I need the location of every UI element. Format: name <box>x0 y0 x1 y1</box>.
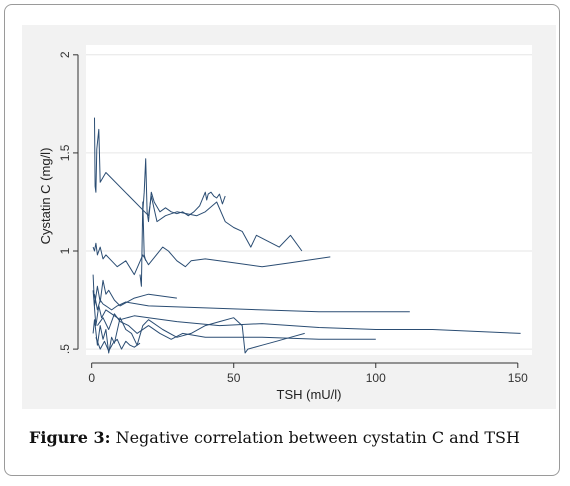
series-line-2 <box>142 158 226 223</box>
grid-layer <box>86 54 532 350</box>
series-line-1 <box>94 117 303 252</box>
cystatin-tsh-chart: .5 1 1.5 2 0 50 100 150 TSH (mU/l) Cystatin C (mg… <box>38 45 532 402</box>
series-line-10 <box>95 337 141 352</box>
x-axis-title: TSH (mU/l) <box>277 387 342 402</box>
x-tick-label-2: 100 <box>366 371 386 385</box>
series-layer <box>92 117 521 354</box>
caption-text: Negative correlation between cystatin C … <box>115 428 520 447</box>
figure-frame: .5 1 1.5 2 0 50 100 150 TSH (mU/l) Cystatin C (mg… <box>4 4 560 476</box>
series-line-4 <box>139 201 147 287</box>
y-axis-title: Cystatin C (mg/l) <box>38 148 53 245</box>
x-tick-label-1: 50 <box>227 371 241 385</box>
x-tick-label-0: 0 <box>88 371 95 385</box>
figure-caption: Figure 3: Negative correlation between c… <box>29 428 549 447</box>
axes-layer: .5 1 1.5 2 0 50 100 150 TSH (mU/l) Cystatin C (mg… <box>38 51 528 402</box>
x-tick-label-3: 150 <box>508 371 528 385</box>
y-tick-label-0: .5 <box>58 344 72 354</box>
y-tick-label-3: 2 <box>58 51 72 58</box>
series-line-5 <box>92 274 177 307</box>
series-line-9 <box>96 313 376 340</box>
caption-label: Figure 3: <box>29 428 111 447</box>
series-line-8 <box>92 317 305 354</box>
plot-area <box>86 45 532 355</box>
plot-panel: .5 1 1.5 2 0 50 100 150 TSH (mU/l) Cystatin C (mg… <box>22 25 556 409</box>
series-line-7 <box>92 290 521 334</box>
y-tick-label-2: 1.5 <box>58 144 72 161</box>
series-line-3 <box>92 242 331 276</box>
series-line-6 <box>94 294 410 313</box>
y-tick-label-1: 1 <box>58 247 72 254</box>
